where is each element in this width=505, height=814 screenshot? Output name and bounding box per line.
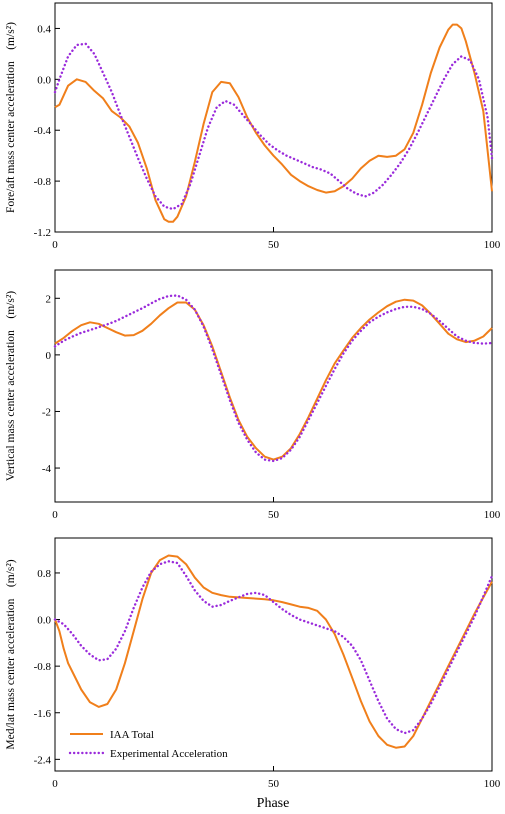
y-tick-label: 0.0 <box>37 74 51 86</box>
x-tick-label: 50 <box>268 239 280 251</box>
x-axis-label: Phase <box>257 796 290 811</box>
x-tick-label: 0 <box>52 239 58 251</box>
series-line-experimental-acceleration <box>53 294 494 463</box>
y-tick-label: -2 <box>42 406 51 418</box>
y-tick-label: -0.8 <box>34 176 52 188</box>
y-tick-label: 0 <box>46 350 52 362</box>
y-tick-label: 0.0 <box>37 615 51 627</box>
chart-panel-2: 0 50 100 -4 -2 0 2 Vertical mass center acceler… <box>5 269 501 521</box>
y-axis-label: Med/lat mass center acceleration (m/s²) <box>5 559 17 749</box>
plot-frame <box>54 269 493 503</box>
y-axis-label: Vertical mass center acceleration (m/s²) <box>5 291 17 481</box>
y-axis-label: Fore/aft mass center acceleration (m/s²) <box>5 22 17 213</box>
series-line-iaa-total <box>54 554 493 749</box>
series-line-experimental-acceleration <box>53 42 494 211</box>
series-line-iaa-total <box>54 23 493 223</box>
legend-label: Experimental Acceleration <box>110 748 228 760</box>
x-tick-label: 0 <box>52 778 58 790</box>
x-tick-label: 100 <box>484 778 501 790</box>
legend: IAA Total Experimental Acceleration <box>68 729 228 760</box>
x-tick-label: 50 <box>268 509 280 521</box>
legend-label: IAA Total <box>110 729 154 741</box>
chart-panel-3: 0 50 100 -2.4 -1.6 -0.8 0.0 0.8 Med/lat mass cen… <box>5 537 501 790</box>
y-tick-label: -4 <box>42 463 52 475</box>
x-tick-label: 0 <box>52 509 58 521</box>
x-tick-label: 100 <box>484 239 501 251</box>
y-tick-label: -0.4 <box>34 125 52 137</box>
series-line-iaa-total <box>54 298 493 461</box>
y-tick-label: -2.4 <box>34 754 52 766</box>
series-line-experimental-acceleration <box>53 560 494 735</box>
y-tick-label: 2 <box>46 293 52 305</box>
y-tick-label: -1.6 <box>34 708 52 720</box>
x-tick-label: 50 <box>268 778 280 790</box>
y-tick-label: 0.8 <box>37 568 51 580</box>
y-tick-label: -0.8 <box>34 661 52 673</box>
y-tick-label: -1.2 <box>34 227 51 239</box>
chart-panel-1: 0 50 100 -1.2 -0.8 -0.4 0.0 0.4 Fore/aft mass ce… <box>5 2 501 251</box>
x-tick-label: 100 <box>484 509 501 521</box>
y-tick-label: 0.4 <box>37 23 51 35</box>
